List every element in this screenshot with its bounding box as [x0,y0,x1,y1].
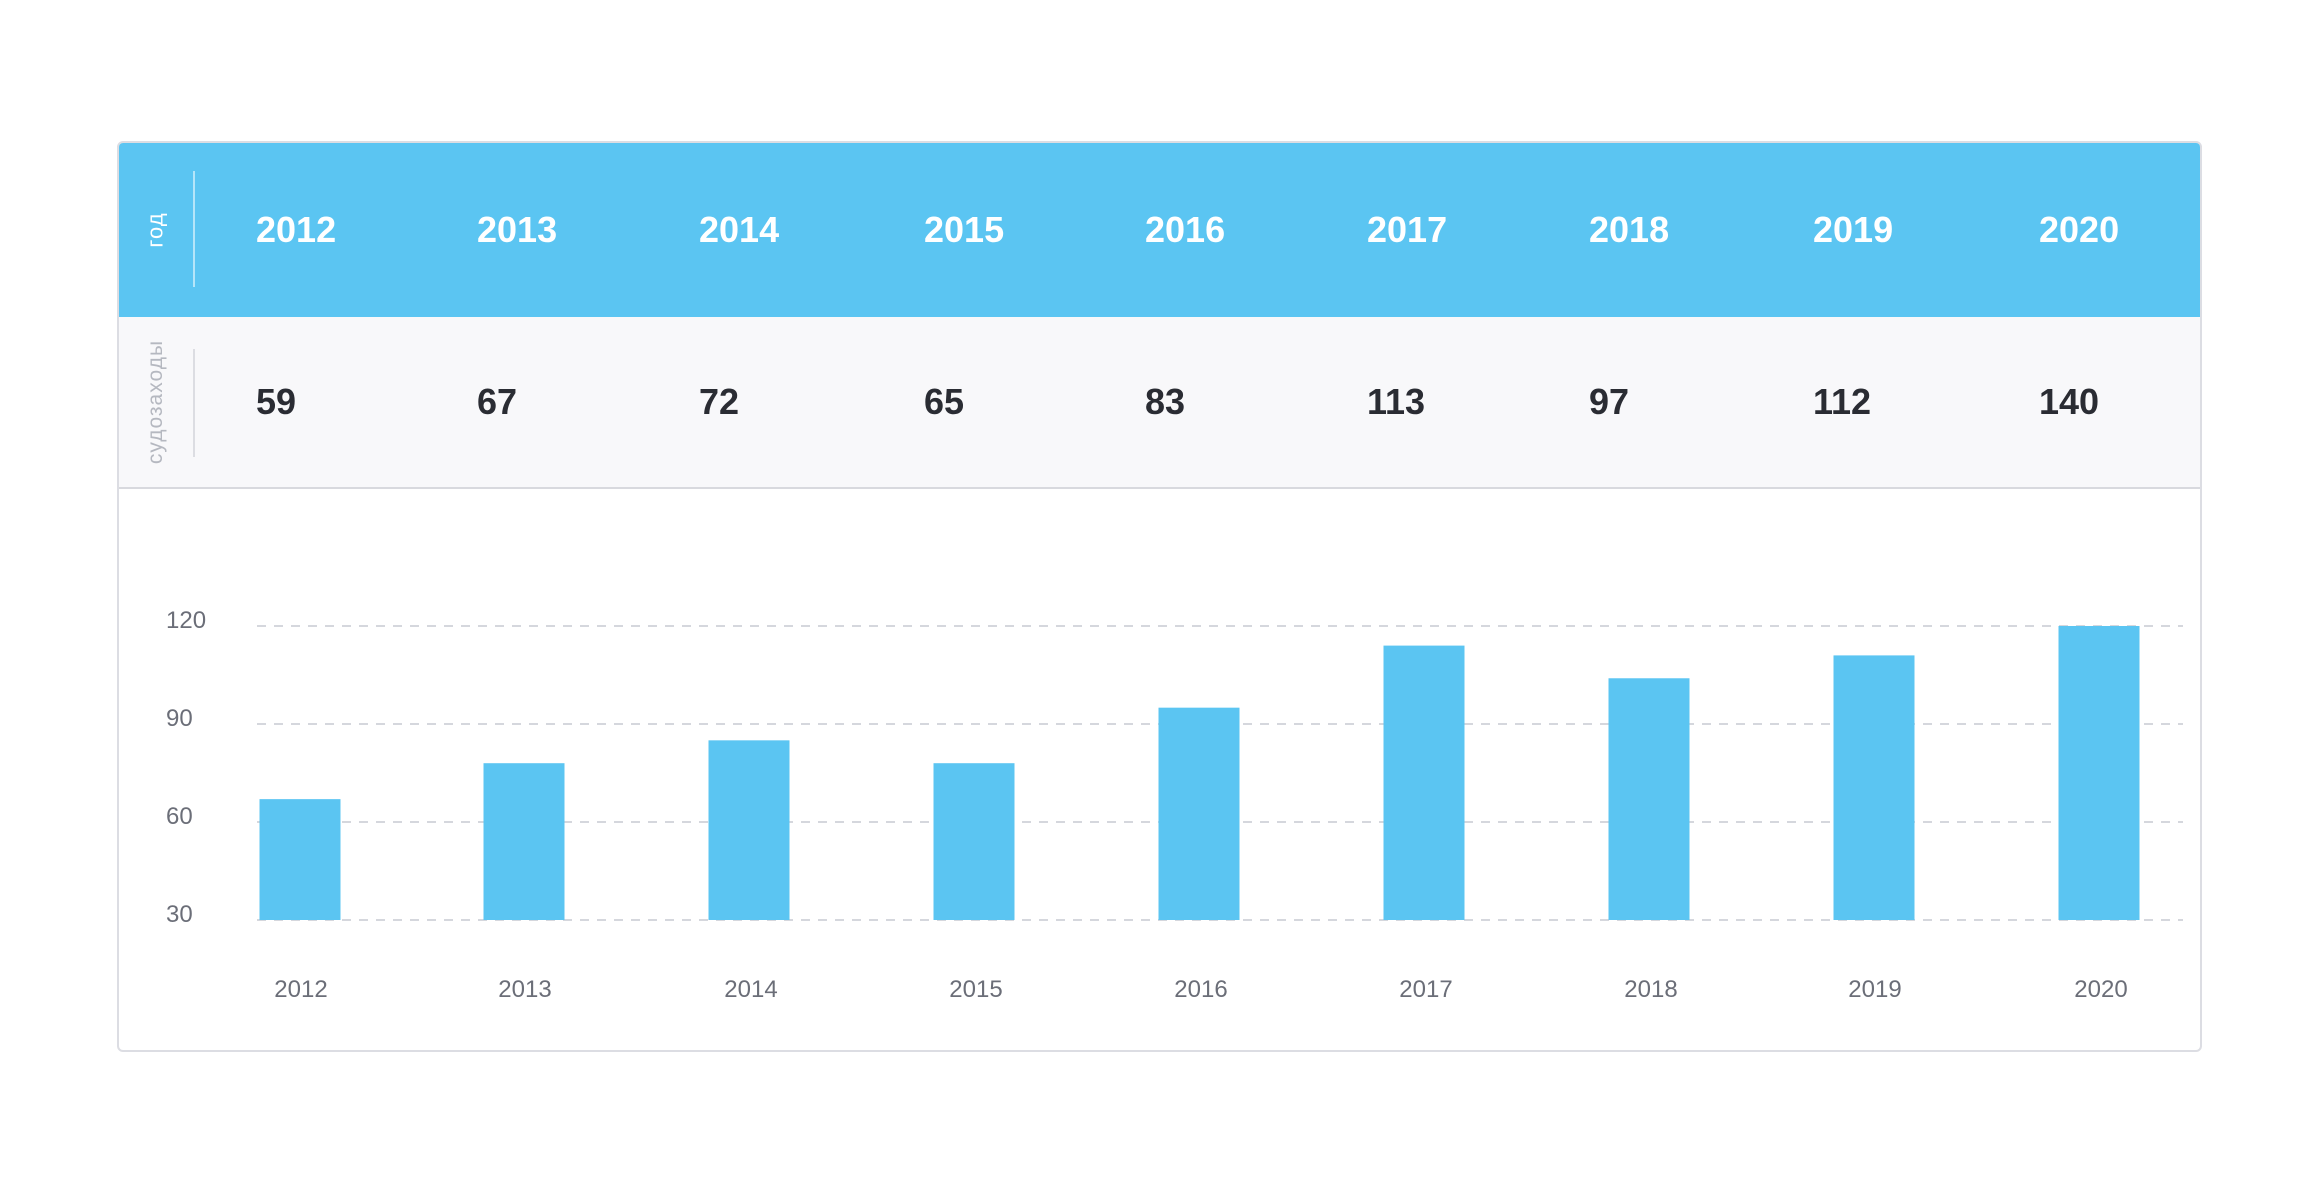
port-calls-row: судозаходы 59 67 72 65 83 113 97 112 140 [119,317,2200,489]
year-cell: 2015 [924,209,1005,250]
x-tick-label: 2015 [949,976,1002,1003]
bar [1158,707,1240,920]
port-calls-cell: 112 [1813,381,1872,422]
year-cell: 2019 [1813,209,1894,250]
year-cell: 2012 [256,209,337,250]
x-tick-label: 2019 [1848,976,1901,1003]
bar [933,763,1015,920]
year-cell: 2020 [2039,209,2120,250]
x-tick-label: 2017 [1399,976,1452,1003]
year-cell: 2018 [1589,209,1670,250]
year-cell: 2016 [1145,209,1226,250]
x-tick-label: 2020 [2074,976,2127,1003]
port-calls-cell: 113 [1367,381,1426,422]
bar [483,763,565,920]
port-calls-row-label: судозаходы [144,339,168,465]
bar [1833,655,1915,920]
x-tick-label: 2012 [274,976,327,1003]
y-tick-label: 90 [166,705,193,732]
port-calls-cell: 65 [924,381,965,422]
bar-chart: 120 90 60 30 2012 2013 2014 2015 2016 2017 2018 201… [166,607,2183,1003]
year-row-divider [193,171,195,287]
x-tick-label: 2013 [498,976,551,1003]
y-tick-label: 30 [166,901,193,928]
year-cell: 2013 [477,209,558,250]
y-tick-label: 120 [166,607,206,634]
x-tick-label: 2014 [724,976,777,1003]
port-calls-row-divider [193,349,195,457]
y-tick-label: 60 [166,803,193,830]
port-calls-cell: 72 [699,381,740,422]
port-calls-cell: 140 [2039,381,2100,422]
year-row-label: год [142,212,168,248]
bar [1608,678,1690,920]
data-card: год 2012 2013 2014 2015 2016 2017 2018 2… [117,141,2202,1052]
bar [1383,645,1465,920]
x-tick-label: 2018 [1624,976,1677,1003]
port-calls-cell: 83 [1145,381,1186,422]
port-calls-cell: 67 [477,381,518,422]
port-calls-cell: 97 [1589,381,1630,422]
port-calls-cell: 59 [256,381,297,422]
year-cell: 2014 [699,209,780,250]
year-cell: 2017 [1367,209,1448,250]
year-row: год 2012 2013 2014 2015 2016 2017 2018 2… [119,143,2200,317]
bar [708,740,790,920]
bar [2058,626,2140,920]
bar [259,799,341,920]
x-tick-label: 2016 [1174,976,1227,1003]
